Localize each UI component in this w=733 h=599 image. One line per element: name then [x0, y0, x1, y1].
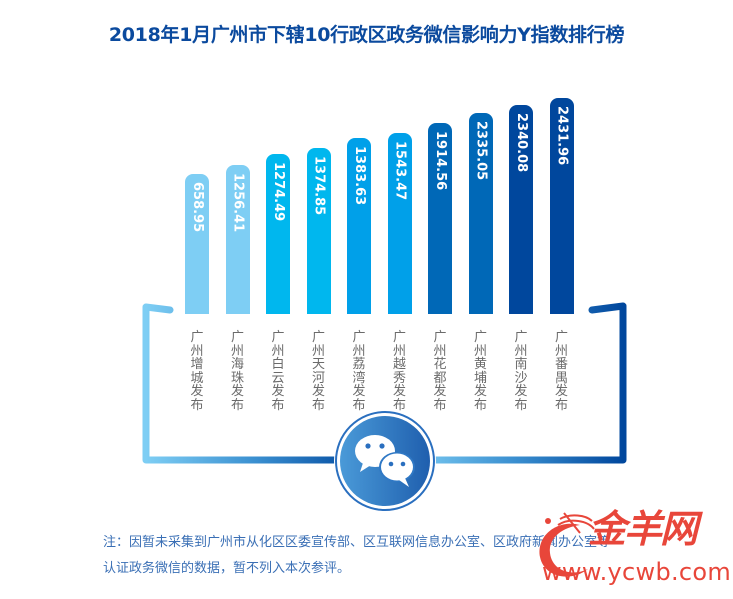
category-label: 广州黄埔发布 [473, 330, 487, 413]
bar-value-label: 1914.56 [433, 131, 448, 191]
bar-value-label: 1543.47 [392, 141, 408, 201]
category-label: 广州天河发布 [311, 330, 325, 413]
bar-value-label: 1374.85 [311, 156, 327, 216]
category-label: 广州番禺发布 [554, 330, 568, 413]
bar: 1256.41 [225, 165, 250, 314]
watermark-brand: 金羊网 [588, 506, 698, 551]
category-label: 广州白云发布 [271, 330, 285, 413]
bar: 2335.05 [468, 113, 493, 314]
watermark-logo-icon [539, 512, 595, 577]
wechat-icon [334, 410, 436, 512]
bar: 2431.96 [549, 98, 574, 314]
footnote-line-2: 认证政务微信的数据，暂不列入本次参评。 [103, 561, 351, 576]
bar: 1374.85 [306, 148, 331, 314]
bar-value-label: 1274.49 [271, 162, 286, 222]
category-label: 广州增城发布 [190, 330, 204, 413]
category-label: 广州花都发布 [433, 330, 447, 413]
bar: 1543.47 [387, 133, 412, 314]
bar-value-label: 2340.08 [514, 113, 529, 173]
category-label: 广州海珠发布 [230, 330, 244, 413]
bar-value-label: 1256.41 [230, 173, 246, 233]
bar: 1914.56 [428, 123, 452, 314]
watermark-url: www.ycwb.com [542, 558, 732, 586]
footnote: 注：因暂未采集到广州市从化区区委宣传部、区互联网信息办公室、区政府新闻办公室等 … [103, 530, 663, 582]
bar: 1383.63 [347, 138, 371, 314]
bar: 2340.08 [509, 105, 533, 314]
bar-value-label: 2335.05 [473, 121, 489, 181]
bar-value-label: 658.95 [190, 182, 205, 233]
chart-title: 2018年1月广州市下辖10行政区政务微信影响力Y指数排行榜 [108, 24, 625, 46]
bar: 658.95 [185, 174, 209, 314]
bar-chart: 658.95 1256.41 1274.49 1374.85 1383.63 1543.4… [185, 98, 574, 314]
footnote-line-1: 注：因暂未采集到广州市从化区区委宣传部、区互联网信息办公室、区政府新闻办公室等 [103, 535, 611, 550]
category-label: 广州荔湾发布 [352, 330, 366, 413]
bar-value-label: 1383.63 [352, 146, 367, 206]
watermark: 金羊网 www.ycwb.com [526, 503, 731, 593]
category-label: 广州越秀发布 [392, 330, 406, 413]
bar: 1274.49 [266, 154, 290, 314]
bar-value-label: 2431.96 [554, 106, 570, 166]
category-label: 广州南沙发布 [514, 330, 528, 413]
